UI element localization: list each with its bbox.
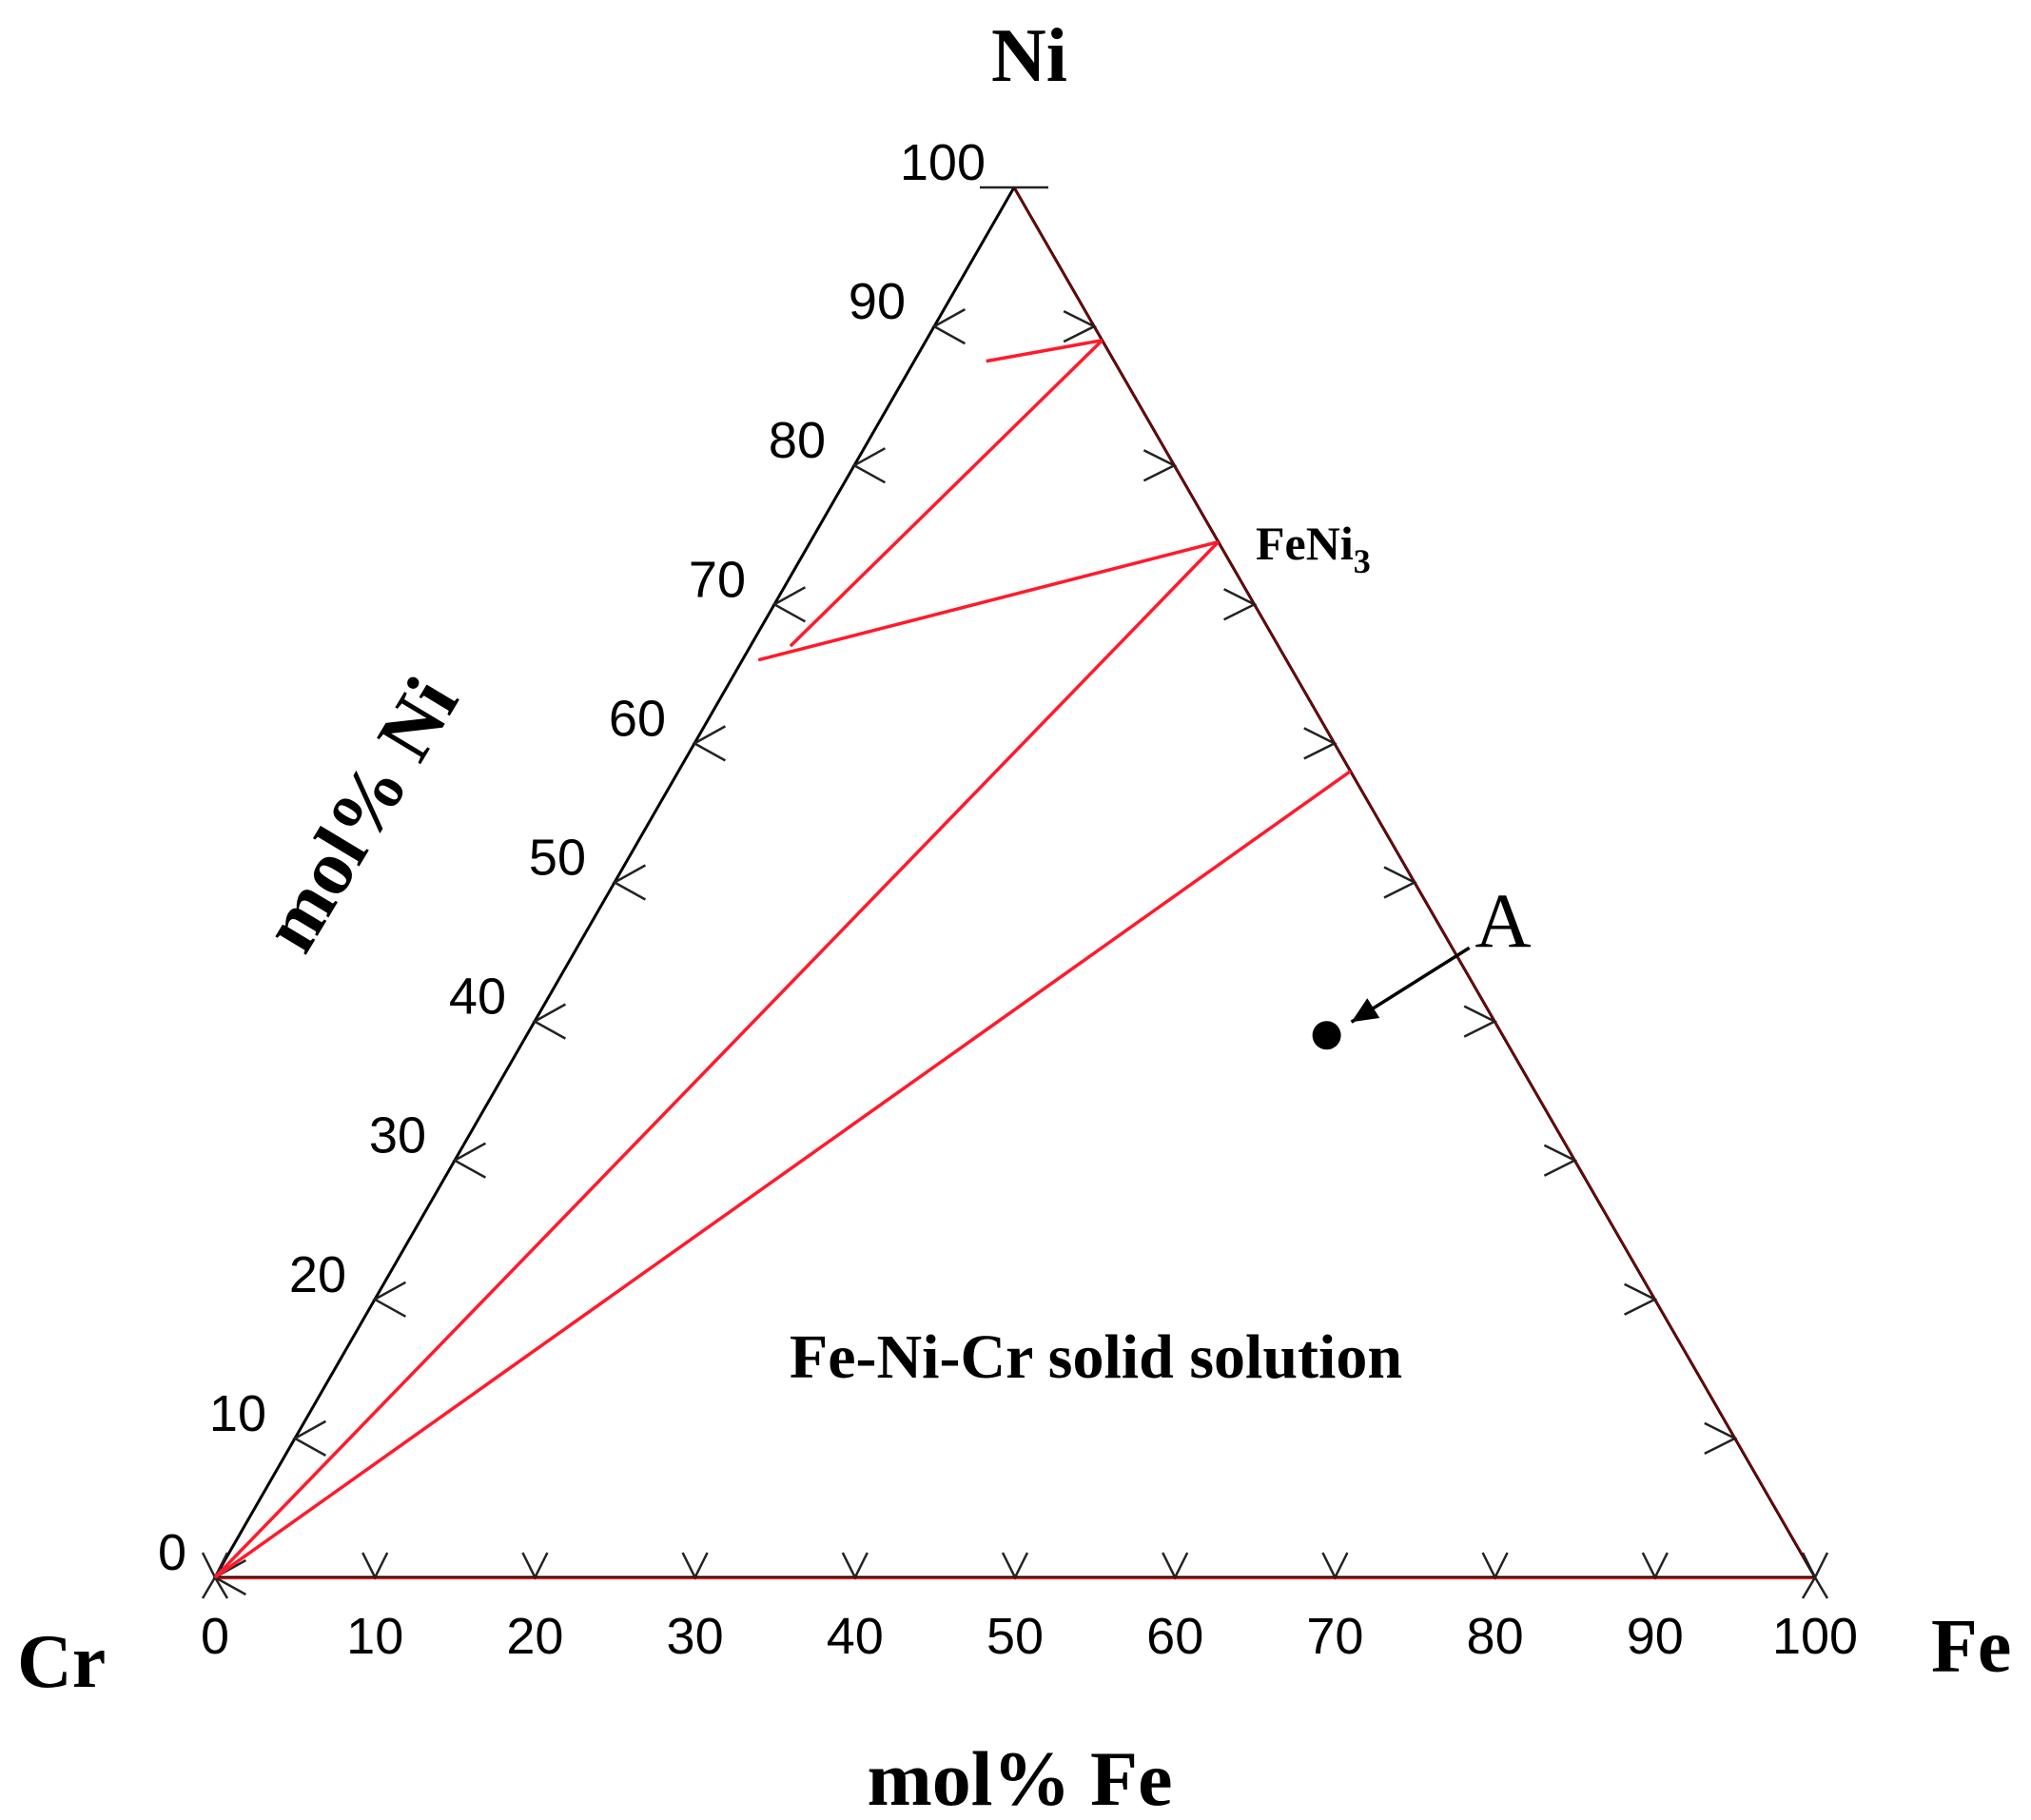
vertex-label-ni: Ni bbox=[991, 14, 1067, 98]
left-tick-label: 70 bbox=[689, 551, 746, 608]
bottom-tick-label: 80 bbox=[1467, 1608, 1524, 1665]
right-tick-mark bbox=[1063, 309, 1097, 343]
point-label-a: A bbox=[1474, 877, 1531, 964]
tie-line bbox=[789, 339, 1103, 648]
bottom-tick-mark bbox=[1162, 1552, 1189, 1580]
left-tick-label: 60 bbox=[609, 690, 666, 747]
left-tick-label: 50 bbox=[529, 830, 586, 887]
bottom-tick-label: 100 bbox=[1772, 1608, 1858, 1665]
right-axis-ticks bbox=[1063, 309, 1738, 1456]
bottom-tick-label: 60 bbox=[1146, 1608, 1203, 1665]
bottom-axis-ticks: 0 10 20 30 40 50 60 70 80 90 100 bbox=[201, 1552, 1858, 1665]
left-tick-label: 40 bbox=[449, 969, 506, 1026]
left-tick-mark bbox=[612, 864, 647, 901]
bottom-tick-label: 70 bbox=[1306, 1608, 1363, 1665]
region-label: Fe-Ni-Cr solid solution bbox=[790, 1322, 1402, 1392]
right-tick-mark bbox=[1223, 588, 1258, 621]
right-tick-mark bbox=[1704, 1421, 1738, 1456]
bottom-axis-title: mol% Fe bbox=[867, 1735, 1172, 1820]
left-tick-mark bbox=[292, 1419, 327, 1457]
tie-line bbox=[213, 540, 1220, 1579]
left-tick-mark bbox=[532, 1003, 567, 1040]
bottom-tick-mark bbox=[1321, 1552, 1349, 1580]
bottom-tick-label: 90 bbox=[1627, 1608, 1684, 1665]
left-tick-label: 30 bbox=[369, 1107, 426, 1164]
bottom-tick-mark bbox=[201, 1575, 229, 1599]
edge-ni-fe-overlay bbox=[1014, 188, 1817, 1579]
point-a-dot bbox=[1312, 1021, 1341, 1050]
left-tick-label: 90 bbox=[849, 273, 906, 330]
right-tick-mark bbox=[1142, 449, 1178, 482]
left-tick-mark bbox=[931, 308, 967, 345]
bottom-tick-label: 30 bbox=[667, 1608, 724, 1665]
compound-label-main: FeNi bbox=[1256, 517, 1354, 570]
point-a-marker bbox=[1312, 946, 1471, 1050]
left-tick-label: 0 bbox=[158, 1524, 186, 1581]
left-tick-mark bbox=[851, 447, 887, 484]
left-tick-label: 10 bbox=[209, 1385, 266, 1442]
left-tick-mark bbox=[692, 725, 727, 762]
left-tick-mark bbox=[771, 586, 807, 623]
bottom-tick-label: 0 bbox=[201, 1608, 229, 1665]
vertex-label-cr: Cr bbox=[17, 1620, 106, 1704]
bottom-tick-mark bbox=[1001, 1552, 1029, 1580]
right-tick-mark bbox=[1543, 1144, 1578, 1177]
bottom-tick-mark bbox=[1801, 1575, 1829, 1599]
bottom-tick-mark bbox=[521, 1552, 549, 1580]
point-a-arrowhead bbox=[1351, 998, 1380, 1023]
right-tick-mark bbox=[1303, 727, 1338, 760]
compound-label-subscript: 3 bbox=[1354, 542, 1371, 580]
right-tick-mark bbox=[1463, 1005, 1497, 1038]
tie-line bbox=[757, 539, 1220, 662]
right-tick-mark bbox=[1383, 866, 1417, 899]
bottom-tick-label: 40 bbox=[827, 1608, 884, 1665]
tie-lines bbox=[213, 338, 1352, 1579]
bottom-tick-mark bbox=[681, 1552, 709, 1580]
bottom-tick-label: 20 bbox=[506, 1608, 563, 1665]
left-tick-label: 100 bbox=[900, 134, 986, 191]
bottom-tick-mark bbox=[1481, 1552, 1509, 1580]
bottom-tick-label: 50 bbox=[986, 1608, 1044, 1665]
left-tick-mark bbox=[372, 1281, 407, 1318]
left-axis-title: mol% Ni bbox=[245, 663, 475, 966]
left-tick-mark bbox=[452, 1142, 487, 1179]
left-tick-label: 80 bbox=[769, 412, 826, 469]
bottom-tick-label: 10 bbox=[346, 1608, 403, 1665]
right-tick-mark bbox=[1624, 1282, 1658, 1316]
bottom-tick-mark bbox=[841, 1552, 869, 1580]
tie-line bbox=[213, 770, 1352, 1579]
left-axis-ticks: 0 10 20 30 40 50 60 70 80 90 100 bbox=[158, 134, 1048, 1596]
bottom-tick-mark bbox=[1641, 1552, 1669, 1580]
compound-label-feni3: FeNi3 bbox=[1256, 517, 1371, 580]
bottom-tick-mark bbox=[361, 1552, 389, 1580]
tie-line bbox=[986, 338, 1103, 363]
left-tick-label: 20 bbox=[289, 1246, 346, 1303]
vertex-label-fe: Fe bbox=[1931, 1605, 2011, 1689]
